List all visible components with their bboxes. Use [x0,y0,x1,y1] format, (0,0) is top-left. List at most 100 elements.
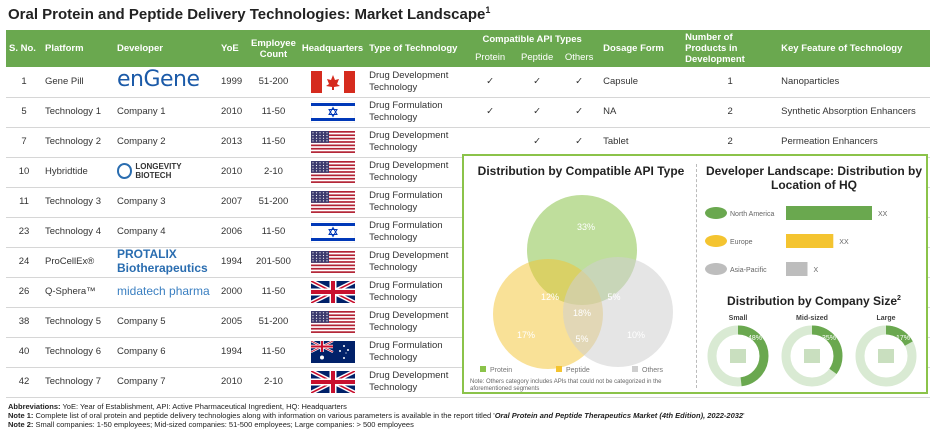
region-label: Europe [730,239,753,246]
row-developer: Company 4 [114,217,218,248]
row-yoe: 2013 [218,127,248,158]
row-sno: 10 [6,157,42,188]
usa-flag-icon [310,161,355,183]
developer-name: Company 2 [117,136,166,147]
col-developer: Developer [114,30,218,67]
row-tech-type: Drug Formulation Technology [366,97,465,128]
row-tech-type: Drug Development Technology [366,127,465,158]
developer-name: Company 5 [117,316,166,327]
row-yoe: 2010 [218,157,248,188]
region-value: XX [839,239,849,246]
midatech-logo: midatech pharma [117,283,210,298]
abbreviations: Abbreviations: YoE: Year of Establishmen… [8,402,347,411]
row-platform: Technology 5 [42,307,114,338]
canada-flag-icon [310,70,355,93]
row-headquarters [298,247,367,278]
building-icon [878,349,894,363]
region-bar [786,234,834,248]
row-yoe: 2010 [218,367,248,398]
venn-protein-others: 5% [575,334,588,344]
row-platform: Technology 6 [42,337,114,368]
col-api-types: Compatible API Types [464,30,601,49]
donut-arc [781,325,843,387]
row-employee-count: 2-10 [248,367,299,398]
company-size-title: Distribution by Company Size2 [727,294,901,308]
region-bar [786,262,808,276]
row-protein [464,127,517,158]
row-employee-count: 11-50 [248,217,299,248]
row-platform: Q-Sphera™ [42,277,114,308]
row-num-products: 2 [682,127,779,158]
developer-name: Company 6 [117,346,166,357]
row-developer: PROTALIX Biotherapeutics [114,247,218,278]
legend-swatch-others [632,366,638,372]
col-key-feature: Key Feature of Technology [778,30,930,67]
row-sno: 40 [6,337,42,368]
venn-note: Note: Others category includes APIs that… [470,379,662,392]
row-num-products: 2 [682,97,779,128]
row-developer: Company 5 [114,307,218,338]
row-platform: Technology 4 [42,217,114,248]
israel-flag-icon [310,101,355,123]
row-employee-count: 51-200 [248,67,299,98]
row-platform: Technology 7 [42,367,114,398]
region-value: XX [878,211,888,218]
row-headquarters [298,367,367,398]
col-tech-type: Type of Technology [366,30,465,67]
legend-swatch-peptide [556,366,562,372]
row-employee-count: 51-200 [248,187,299,218]
venn-others-only: 10% [627,330,645,340]
row-employee-count: 201-500 [248,247,299,278]
uk-flag-icon [310,281,355,303]
venn-diagram: 33% 17% 10% 12% 5% 18% 5% Protein Peptid… [480,195,673,374]
size-percent: 35% [822,335,836,342]
row-yoe: 1994 [218,247,248,278]
note-1: Note 1: Complete list of oral protein an… [8,411,745,420]
row-key-feature: Synthetic Absorption Enhancers [778,97,930,128]
row-headquarters [298,157,367,188]
row-peptide: ✓ [516,67,559,98]
size-label: Mid-sized [796,315,828,322]
building-icon [730,349,746,363]
row-platform: Hybridtide [42,157,114,188]
row-others: ✓ [558,97,601,128]
venn-all-three: 18% [573,308,591,318]
row-sno: 23 [6,217,42,248]
row-sno: 5 [6,97,42,128]
col-dosage: Dosage Form [600,30,683,67]
col-num-products: Number of Products in Development [682,30,779,67]
legend-protein: Protein [490,367,512,374]
col-yoe: YoE [218,30,248,67]
row-key-feature: Nanoparticles [778,67,930,98]
col-sno: S. No. [6,30,42,67]
row-headquarters [298,307,367,338]
row-sno: 38 [6,307,42,338]
table-row: 7 Technology 2 Company 2 2013 11-50 Drug Deve… [6,127,930,158]
row-tech-type: Drug Development Technology [366,247,465,278]
size-label: Large [876,315,895,322]
row-tech-type: Drug Formulation Technology [366,217,465,248]
row-sno: 24 [6,247,42,278]
row-tech-type: Drug Formulation Technology [366,337,465,368]
size-label: Small [729,315,748,322]
row-developer: Company 2 [114,127,218,158]
legend-others: Others [642,367,664,374]
usa-flag-icon [310,131,355,153]
row-dosage: Capsule [600,67,683,98]
region-label: Asia-Pacific [730,267,767,274]
row-headquarters [298,217,367,248]
row-platform: Technology 1 [42,97,114,128]
row-yoe: 2006 [218,217,248,248]
col-peptide: Peptide [516,48,559,67]
row-sno: 11 [6,187,42,218]
row-others: ✓ [558,67,601,98]
row-others: ✓ [558,127,601,158]
usa-flag-icon [310,191,355,213]
venn-others-circle [563,257,673,367]
row-platform: Technology 3 [42,187,114,218]
region-map-icon [705,263,727,275]
size-percent: 48% [748,335,762,342]
row-dosage: Tablet [600,127,683,158]
region-value: X [814,267,819,274]
australia-flag-icon [310,341,355,363]
